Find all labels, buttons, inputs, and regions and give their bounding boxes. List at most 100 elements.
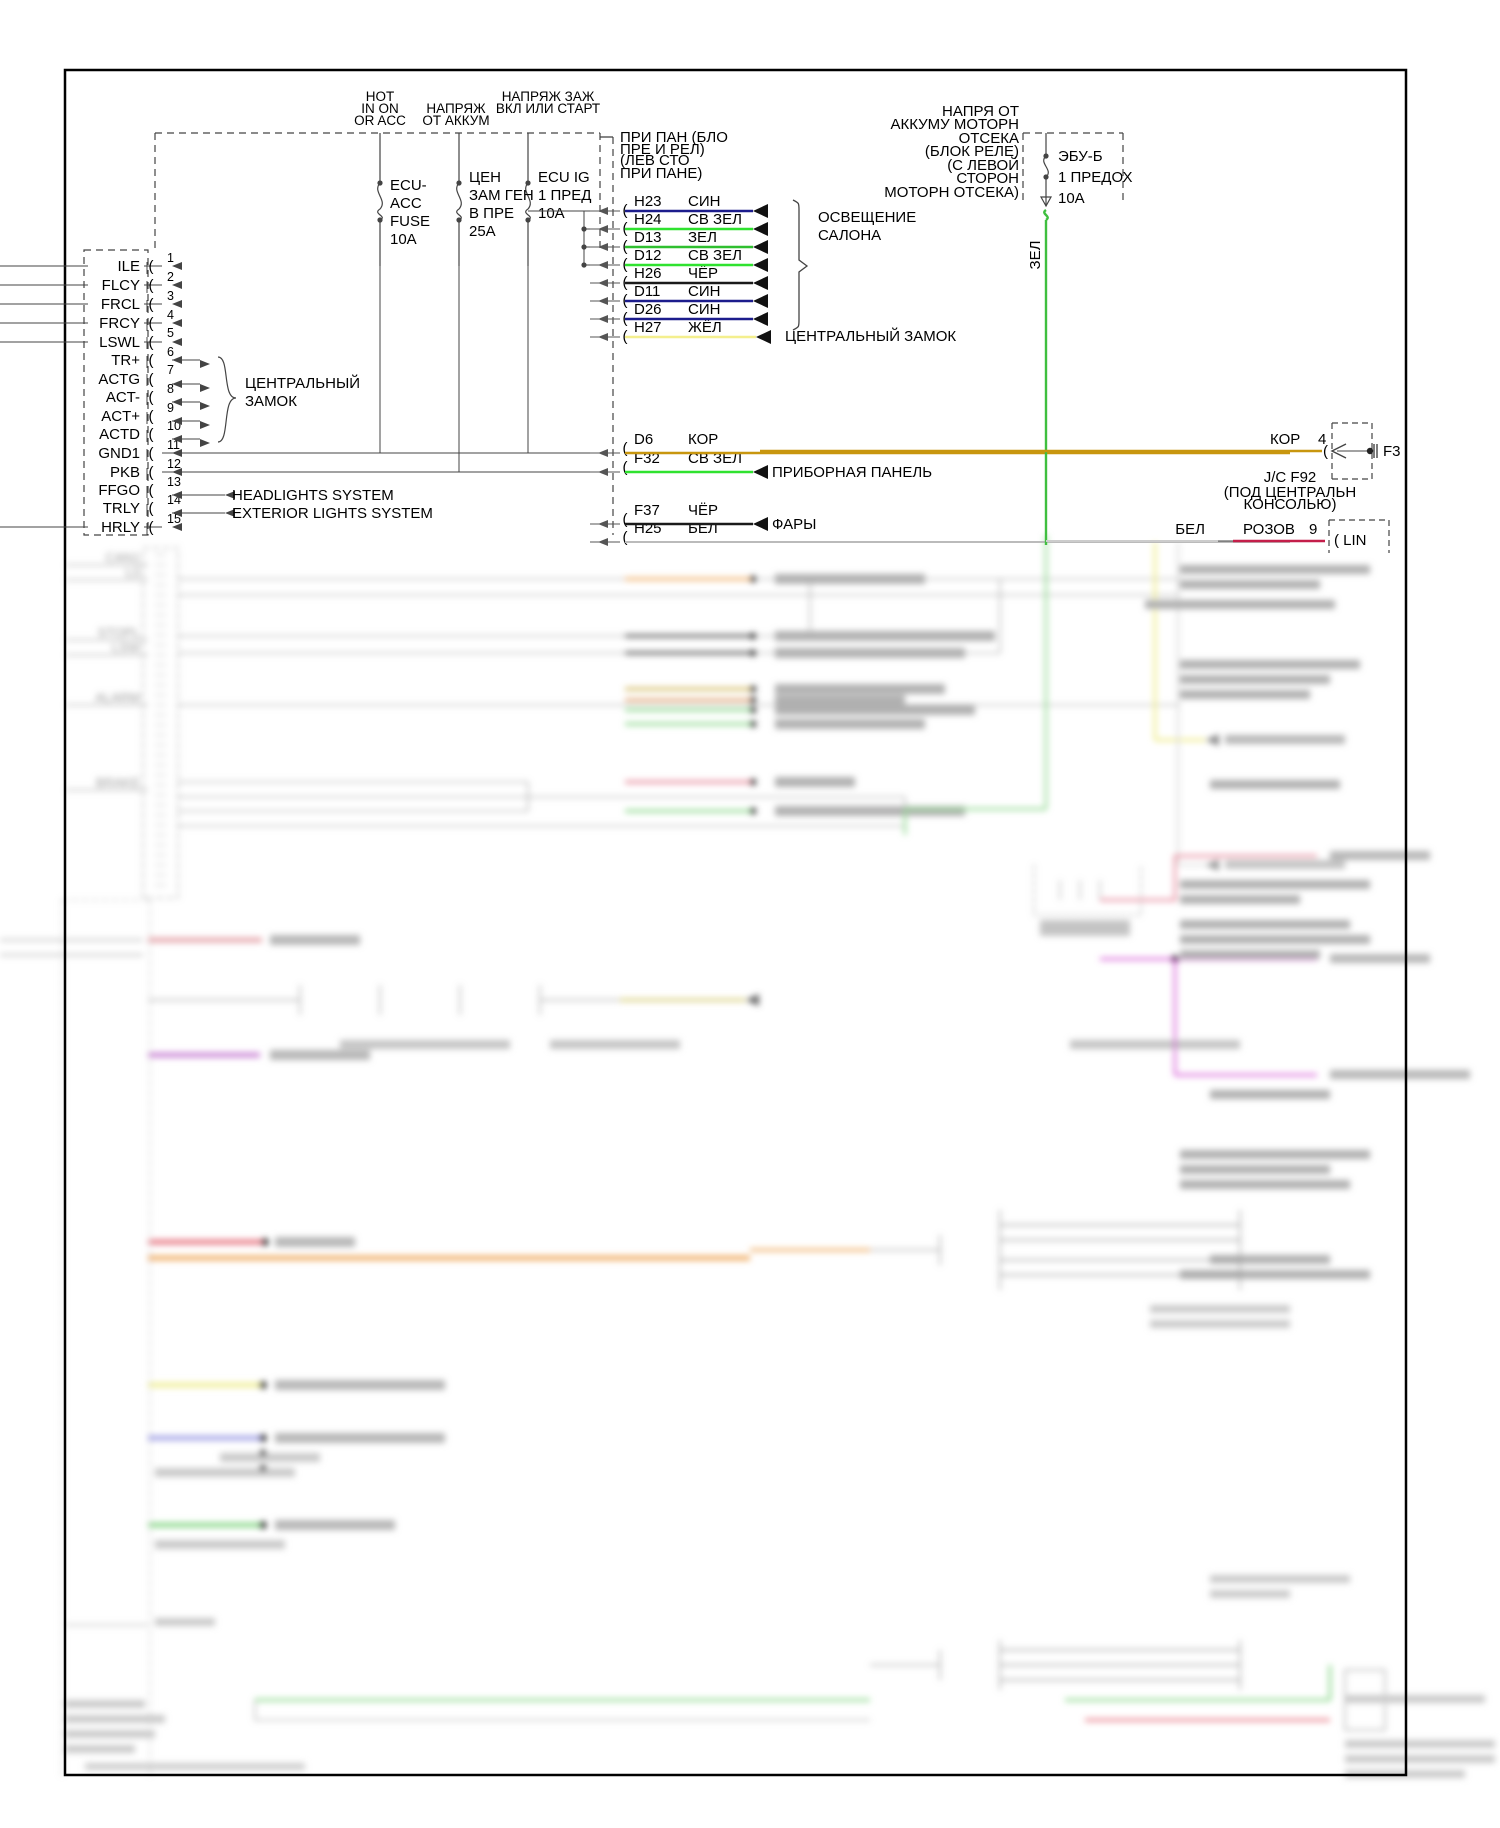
- svg-text:КОР: КОР: [688, 431, 718, 448]
- svg-text:D12: D12: [634, 247, 662, 264]
- svg-text:5: 5: [167, 326, 174, 340]
- svg-text:СИН: СИН: [688, 301, 720, 318]
- svg-text:10A: 10A: [390, 231, 417, 248]
- svg-text:ACT-: ACT-: [106, 389, 140, 406]
- svg-text:В ПРЕ: В ПРЕ: [469, 205, 514, 222]
- svg-text:ПРИБОРНАЯ ПАНЕЛЬ: ПРИБОРНАЯ ПАНЕЛЬ: [772, 464, 932, 481]
- svg-text:H23: H23: [634, 193, 662, 210]
- svg-text:САЛОНА: САЛОНА: [818, 227, 881, 244]
- svg-text:12: 12: [167, 457, 181, 471]
- svg-text:СИН: СИН: [688, 193, 720, 210]
- svg-text:(: (: [149, 519, 154, 536]
- svg-text:(: (: [623, 529, 628, 546]
- svg-text:(: (: [149, 500, 154, 517]
- svg-text:ЦЕН: ЦЕН: [469, 169, 501, 186]
- svg-text:ЦЕНТРАЛЬНЫЙ: ЦЕНТРАЛЬНЫЙ: [245, 374, 360, 392]
- svg-text:H26: H26: [634, 265, 662, 282]
- svg-text:ПРИ ПАНЕ): ПРИ ПАНЕ): [620, 165, 702, 182]
- svg-text:(: (: [149, 334, 154, 351]
- svg-text:(: (: [149, 352, 154, 369]
- svg-text:PKB: PKB: [110, 464, 140, 481]
- svg-text:9: 9: [1309, 521, 1317, 538]
- svg-text:(: (: [149, 296, 154, 313]
- svg-text:(: (: [149, 426, 154, 443]
- svg-text:FUSE: FUSE: [390, 213, 430, 230]
- svg-text:10A: 10A: [1058, 190, 1085, 207]
- svg-text:КОНСОЛЬЮ): КОНСОЛЬЮ): [1244, 496, 1337, 513]
- svg-text:ЗЕЛ: ЗЕЛ: [1027, 241, 1044, 270]
- svg-text:1 ПРЕД: 1 ПРЕД: [538, 187, 591, 204]
- svg-text:ILE: ILE: [117, 258, 140, 275]
- svg-text:EXTERIOR LIGHTS SYSTEM: EXTERIOR LIGHTS SYSTEM: [232, 505, 433, 522]
- svg-text:D11: D11: [634, 283, 660, 300]
- svg-text:25А: 25А: [469, 223, 496, 240]
- svg-text:H24: H24: [634, 211, 662, 228]
- svg-text:(: (: [149, 445, 154, 462]
- svg-text:D26: D26: [634, 301, 662, 318]
- svg-text:H25: H25: [634, 520, 662, 537]
- svg-text:ECU-: ECU-: [390, 177, 427, 194]
- svg-text:9: 9: [167, 401, 174, 415]
- svg-text:L0: L0: [126, 565, 140, 580]
- svg-text:ЦЕНТРАЛЬНЫЙ ЗАМОК: ЦЕНТРАЛЬНЫЙ ЗАМОК: [785, 327, 956, 345]
- svg-text:(: (: [623, 440, 628, 457]
- svg-text:F3: F3: [1383, 443, 1401, 460]
- svg-text:CAN1: CAN1: [105, 550, 140, 565]
- svg-text:F37: F37: [634, 502, 660, 519]
- svg-text:(: (: [149, 277, 154, 294]
- svg-text:МОТОРН ОТСЕКА): МОТОРН ОТСЕКА): [884, 184, 1019, 201]
- svg-text:HEADLIGHTS SYSTEM: HEADLIGHTS SYSTEM: [232, 487, 394, 504]
- svg-text:(: (: [149, 371, 154, 388]
- svg-text:(: (: [1323, 443, 1328, 460]
- svg-text:FRCL: FRCL: [101, 296, 140, 313]
- svg-text:STOPL: STOPL: [98, 625, 140, 640]
- svg-text:ОСВЕЩЕНИЕ: ОСВЕЩЕНИЕ: [818, 209, 916, 226]
- svg-text:ЭБУ-Б: ЭБУ-Б: [1058, 148, 1103, 165]
- svg-text:ФАРЫ: ФАРЫ: [772, 516, 816, 533]
- svg-text:FRCY: FRCY: [99, 315, 140, 332]
- svg-text:TRLY: TRLY: [103, 500, 140, 517]
- svg-text:13: 13: [167, 475, 181, 489]
- svg-text:GND1: GND1: [98, 445, 140, 462]
- svg-text:HRLY: HRLY: [101, 519, 140, 536]
- svg-text:ACTD: ACTD: [99, 426, 140, 443]
- svg-text:( LIN: ( LIN: [1334, 532, 1367, 549]
- svg-text:ACTG: ACTG: [98, 371, 140, 388]
- svg-text:FLCY: FLCY: [102, 277, 140, 294]
- svg-text:ACT+: ACT+: [101, 408, 140, 425]
- svg-text:3: 3: [167, 289, 174, 303]
- svg-text:ОТ АККУМ: ОТ АККУМ: [422, 113, 489, 128]
- svg-text:OR ACC: OR ACC: [354, 113, 406, 128]
- svg-text:КОР: КОР: [1270, 431, 1300, 448]
- svg-text:H27: H27: [634, 319, 662, 336]
- svg-text:ЗЕЛ: ЗЕЛ: [688, 229, 717, 246]
- svg-text:ЗАМ ГЕН: ЗАМ ГЕН: [469, 187, 534, 204]
- svg-text:СИН: СИН: [688, 283, 720, 300]
- svg-text:BRAKE: BRAKE: [96, 775, 140, 790]
- svg-text:СВ ЗЕЛ: СВ ЗЕЛ: [688, 247, 742, 264]
- svg-text:2: 2: [167, 270, 174, 284]
- svg-text:(: (: [623, 511, 628, 528]
- svg-text:4: 4: [167, 308, 174, 322]
- svg-text:ЗАМОК: ЗАМОК: [245, 393, 297, 410]
- svg-text:ECU IG: ECU IG: [538, 169, 590, 186]
- svg-text:(: (: [149, 258, 154, 275]
- svg-text:БЕЛ: БЕЛ: [1175, 521, 1205, 538]
- svg-text:БЕЛ: БЕЛ: [688, 520, 718, 537]
- svg-text:FFGO: FFGO: [98, 482, 140, 499]
- svg-text:(: (: [149, 408, 154, 425]
- svg-text:D6: D6: [634, 431, 653, 448]
- svg-text:(: (: [149, 482, 154, 499]
- svg-text:ACC: ACC: [390, 195, 422, 212]
- svg-text:ЧЁР: ЧЁР: [688, 265, 718, 282]
- svg-text:(: (: [149, 464, 154, 481]
- svg-text:6: 6: [167, 345, 174, 359]
- svg-text:СВ ЗЕЛ: СВ ЗЕЛ: [688, 211, 742, 228]
- svg-text:TR+: TR+: [111, 352, 140, 369]
- svg-text:ЖЁЛ: ЖЁЛ: [688, 319, 722, 336]
- svg-text:(: (: [149, 389, 154, 406]
- svg-text:1 ПРЕДОХ: 1 ПРЕДОХ: [1058, 169, 1132, 186]
- svg-text:LSWL: LSWL: [99, 334, 140, 351]
- svg-text:ЧЁР: ЧЁР: [688, 502, 718, 519]
- svg-text:(: (: [149, 315, 154, 332]
